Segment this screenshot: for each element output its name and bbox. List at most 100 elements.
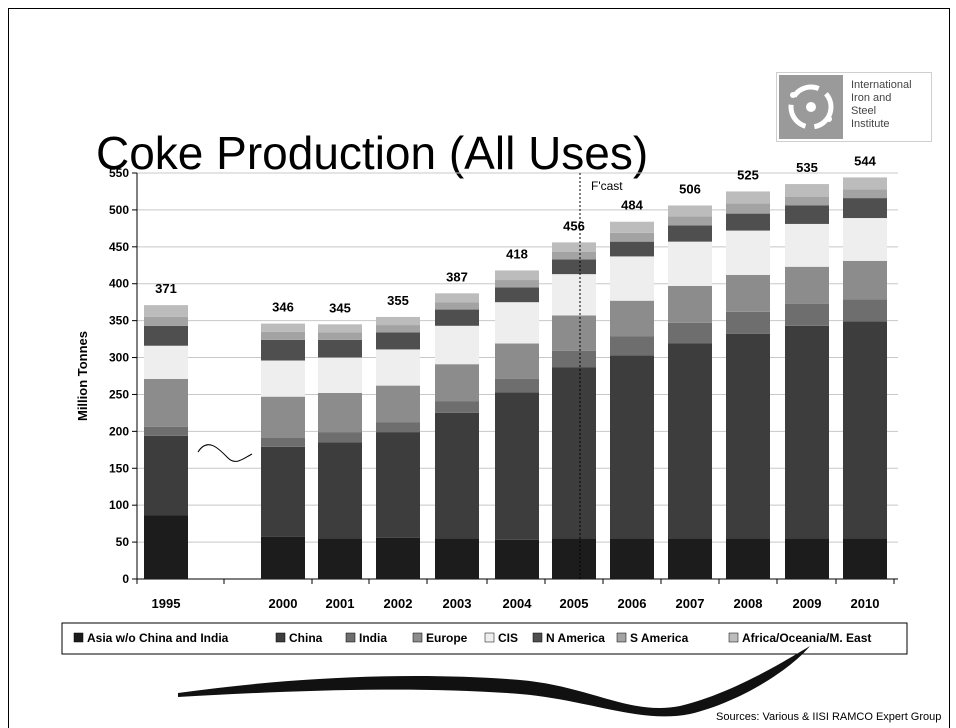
x-tick-label: 2007 [676, 596, 705, 611]
bar-segment [610, 256, 654, 301]
legend-label: India [359, 631, 387, 645]
bar-segment [318, 392, 362, 433]
legend-swatch [345, 632, 356, 643]
legend-swatch [728, 632, 739, 643]
bar-segment [495, 287, 539, 303]
bar-segment [843, 198, 887, 219]
bar-segment [552, 367, 596, 539]
bar-segment [726, 311, 770, 334]
bar-segment [610, 232, 654, 242]
y-axis-label: Million Tonnes [75, 331, 90, 421]
legend-label: CIS [498, 631, 518, 645]
bar-segment [552, 315, 596, 351]
bar-segment [843, 299, 887, 322]
bar-segment [261, 536, 305, 579]
bar-segment [435, 401, 479, 413]
iisi-logo-text: International Iron and Steel Institute [851, 79, 912, 131]
bar-segment [668, 538, 712, 579]
y-tick-label: 150 [109, 461, 129, 475]
slide-frame [8, 8, 950, 728]
bar-segment [376, 385, 420, 423]
iisi-logo: International Iron and Steel Institute [776, 72, 932, 142]
bar-segment [785, 325, 829, 539]
bar-segment [610, 355, 654, 539]
bar-segment [552, 274, 596, 316]
total-label: 371 [155, 281, 177, 296]
y-tick-label: 350 [109, 314, 129, 328]
legend-label: China [289, 631, 323, 645]
y-tick-label: 500 [109, 203, 129, 217]
bar-segment [726, 333, 770, 539]
bar-segment [495, 378, 539, 393]
bar-segment [843, 189, 887, 199]
bar-segment [144, 515, 188, 579]
page-title: Coke Production (All Uses) [96, 127, 649, 179]
bar-segment [610, 336, 654, 356]
bar-segment [843, 321, 887, 539]
bar-segment [495, 539, 539, 579]
x-tick-label: 2004 [503, 596, 533, 611]
logo-line: International [851, 79, 912, 91]
bar-segment [668, 343, 712, 539]
bar-segment [726, 213, 770, 231]
bar-segment [318, 442, 362, 539]
bar-segment [785, 223, 829, 267]
total-label: 418 [506, 246, 528, 261]
bar-segment [610, 300, 654, 337]
bar-segment [785, 266, 829, 304]
bar-segment [435, 325, 479, 365]
bar-segment [376, 316, 420, 326]
y-tick-label: 200 [109, 424, 129, 438]
bar-segment [318, 324, 362, 333]
bar-segment [261, 323, 305, 332]
bar-segment [668, 322, 712, 344]
bar-segment [435, 302, 479, 310]
total-label: 387 [446, 269, 468, 284]
bar-segment [144, 325, 188, 346]
y-tick-label: 300 [109, 351, 129, 365]
bar-segment [668, 216, 712, 226]
bar-segment [495, 392, 539, 540]
bar-segment [726, 274, 770, 312]
bar-segment [376, 325, 420, 333]
bar-segment [376, 349, 420, 386]
legend-label: Europe [426, 631, 468, 645]
x-tick-label: 2002 [384, 596, 413, 611]
bar-segment [261, 339, 305, 361]
legend-swatch [532, 632, 543, 643]
bar-segment [610, 241, 654, 257]
bar-segment [726, 230, 770, 275]
y-tick-label: 50 [116, 535, 130, 549]
bar-segment [726, 203, 770, 214]
total-label: 544 [854, 153, 876, 168]
bar-segment [843, 177, 887, 190]
total-label: 506 [679, 181, 701, 196]
total-label: 355 [387, 293, 409, 308]
bar-segment [144, 345, 188, 379]
y-tick-label: 450 [109, 240, 129, 254]
bar-segment [144, 378, 188, 427]
bar-segment [843, 218, 887, 261]
x-tick-label: 2010 [851, 596, 880, 611]
y-tick-label: 250 [109, 387, 129, 401]
bar-segment [785, 538, 829, 579]
legend-label: N America [546, 631, 605, 645]
bar-segment [552, 242, 596, 252]
bar-segment [668, 225, 712, 242]
logo-line: Steel [851, 105, 877, 117]
x-tick-label: 2003 [443, 596, 472, 611]
bar-segment [785, 205, 829, 224]
iisi-logo-icon [779, 75, 843, 139]
bar-segment [144, 435, 188, 516]
legend-label: Asia w/o China and India [87, 631, 229, 645]
total-label: 535 [796, 160, 818, 175]
legend-swatch [73, 632, 84, 643]
logo-line: Iron and [851, 92, 892, 104]
bar-segment [376, 422, 420, 433]
bar-segment [144, 316, 188, 326]
bar-segment [261, 438, 305, 447]
total-label: 346 [272, 300, 294, 315]
sources-note: Sources: Various & IISI RAMCO Expert Gro… [716, 711, 942, 723]
axis-break-icon [197, 444, 253, 462]
